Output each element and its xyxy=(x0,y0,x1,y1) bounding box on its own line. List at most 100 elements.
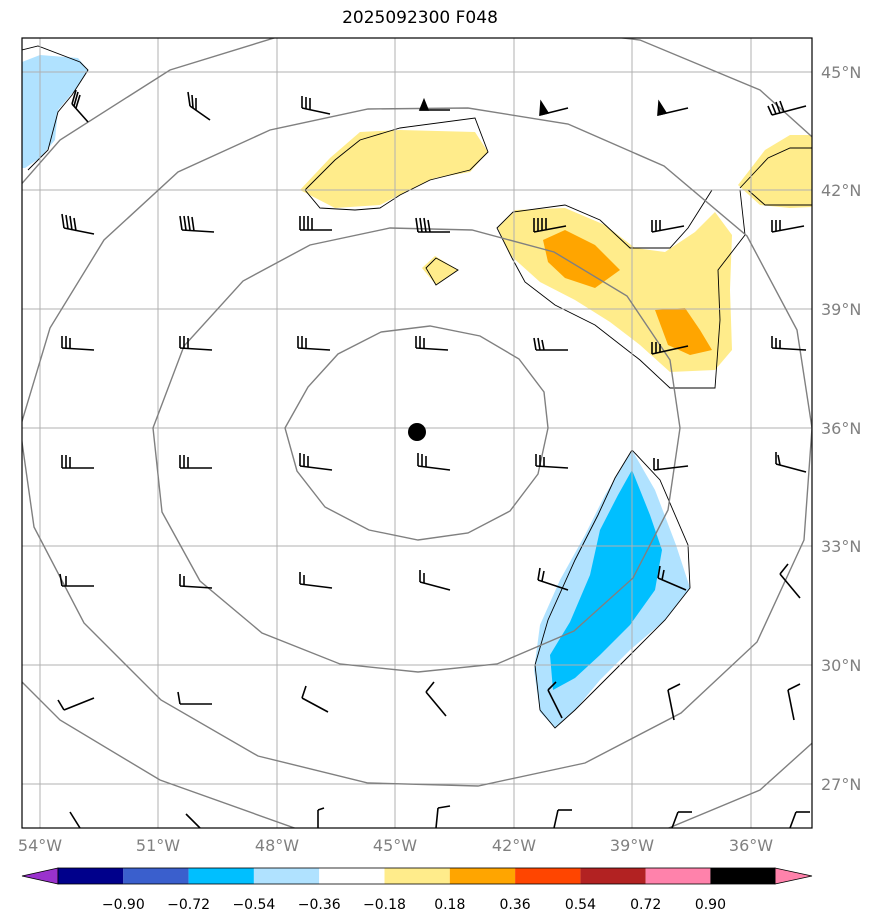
positive-shade-orange-b xyxy=(655,308,712,355)
range-ring-3 xyxy=(22,107,812,787)
wind-barb xyxy=(179,336,213,351)
wind-barb xyxy=(177,691,212,705)
lat-label: 42°N xyxy=(821,181,861,200)
colorbar-tick-label: 0.72 xyxy=(630,897,661,913)
wind-barb xyxy=(299,216,332,231)
colorbar-segment xyxy=(384,868,450,884)
colorbar-segment xyxy=(710,868,775,884)
range-rings xyxy=(22,38,812,828)
wind-barb xyxy=(415,217,450,233)
wind-barb xyxy=(299,572,333,589)
wind-barb xyxy=(779,563,801,599)
wind-barb xyxy=(771,220,805,233)
colorbar-segment xyxy=(253,868,320,884)
wind-barb xyxy=(59,573,94,587)
wind-barb xyxy=(653,458,689,471)
wind-barb xyxy=(657,99,689,117)
wind-barb xyxy=(533,218,567,233)
colorbar-segment xyxy=(449,868,516,884)
wind-barb xyxy=(651,342,689,355)
wind-barb xyxy=(539,99,569,117)
lat-label: 33°N xyxy=(821,537,861,556)
wind-barb xyxy=(179,215,215,233)
wind-barbs xyxy=(57,89,810,828)
wind-barb xyxy=(789,811,810,828)
lat-label: 36°N xyxy=(821,419,861,438)
colorbar-tick-label: 0.54 xyxy=(565,897,596,913)
wind-barb xyxy=(535,454,569,469)
colorbar-tick-label: −0.54 xyxy=(232,897,275,913)
wind-barb xyxy=(179,455,212,469)
lon-label: 51°W xyxy=(136,836,180,855)
wind-barb xyxy=(537,567,569,591)
lon-label: 42°W xyxy=(492,836,536,855)
wind-barb xyxy=(435,805,451,828)
lat-label: 30°N xyxy=(821,656,861,675)
lon-label: 45°W xyxy=(373,836,417,855)
wind-barb xyxy=(317,807,325,828)
colorbar-segment xyxy=(123,868,189,884)
colorbar-segment xyxy=(645,868,711,884)
wind-barb xyxy=(417,453,451,471)
wind-barb xyxy=(553,809,572,828)
colorbar-tick-label: 0.36 xyxy=(500,897,531,913)
wind-barb xyxy=(61,213,95,235)
colorbar-segment xyxy=(188,868,254,884)
lon-label: 48°W xyxy=(255,836,299,855)
range-ring-4 xyxy=(22,38,812,828)
colorbar-outline xyxy=(57,867,776,885)
wind-barb xyxy=(185,813,201,828)
wind-barb xyxy=(69,811,81,828)
range-ring-1 xyxy=(284,325,549,541)
wind-barb xyxy=(61,336,95,351)
lon-label: 39°W xyxy=(610,836,654,855)
colorbar-tick-label: −0.18 xyxy=(363,897,406,913)
colorbar-tick-label: −0.90 xyxy=(102,897,145,913)
lon-label: 36°W xyxy=(729,836,773,855)
colorbar-tick-label: −0.72 xyxy=(167,897,210,913)
colorbar-tick-label: −0.36 xyxy=(298,897,341,913)
positive-shade-a xyxy=(300,130,488,208)
wind-barb xyxy=(425,681,447,717)
wind-barb xyxy=(775,452,807,473)
colorbar-tick-label: 0.18 xyxy=(434,897,465,913)
wind-barb xyxy=(415,336,449,351)
map-area xyxy=(22,38,812,828)
wind-barb xyxy=(57,697,95,711)
lat-label: 27°N xyxy=(821,775,861,794)
lat-label: 45°N xyxy=(821,63,861,82)
wind-barb xyxy=(771,336,807,351)
negative-shade-dark xyxy=(550,470,662,690)
wind-barb xyxy=(547,681,563,719)
colorbar-extend-max xyxy=(774,867,813,885)
wind-barb xyxy=(787,683,801,721)
range-ring-2 xyxy=(152,227,681,673)
colorbar: −0.90 −0.72 −0.54 −0.36 −0.18 0.18 0.36 … xyxy=(21,867,813,913)
wind-barb xyxy=(301,685,329,713)
lon-label: 54°W xyxy=(18,836,62,855)
wind-barb xyxy=(667,683,681,721)
wind-barb xyxy=(419,570,451,591)
wind-barb xyxy=(61,455,94,469)
contour-lines xyxy=(22,45,812,729)
wind-barb xyxy=(767,100,807,116)
longitude-labels: 54°W 51°W 48°W 45°W 42°W 39°W 36°W xyxy=(18,836,773,855)
wind-barb xyxy=(297,336,331,351)
colorbar-extend-min xyxy=(21,867,59,885)
center-marker xyxy=(408,423,426,441)
wind-barb xyxy=(71,89,89,123)
map-title: 2025092300 F048 xyxy=(342,8,498,28)
colorbar-ticks: −0.90 −0.72 −0.54 −0.36 −0.18 0.18 0.36 … xyxy=(102,897,726,913)
colorbar-segment xyxy=(58,868,124,884)
wind-barb xyxy=(657,565,687,591)
wind-barb xyxy=(179,574,213,589)
wind-barb xyxy=(301,96,331,115)
latitude-labels: 45°N 42°N 39°N 36°N 33°N 30°N 27°N xyxy=(821,63,861,794)
colorbar-tick-label: 0.90 xyxy=(695,897,726,913)
colorbar-segment xyxy=(580,868,646,884)
colorbar-segment xyxy=(319,868,385,884)
wind-barb xyxy=(533,337,568,351)
map-frame xyxy=(21,37,813,829)
wind-barb xyxy=(187,91,211,121)
